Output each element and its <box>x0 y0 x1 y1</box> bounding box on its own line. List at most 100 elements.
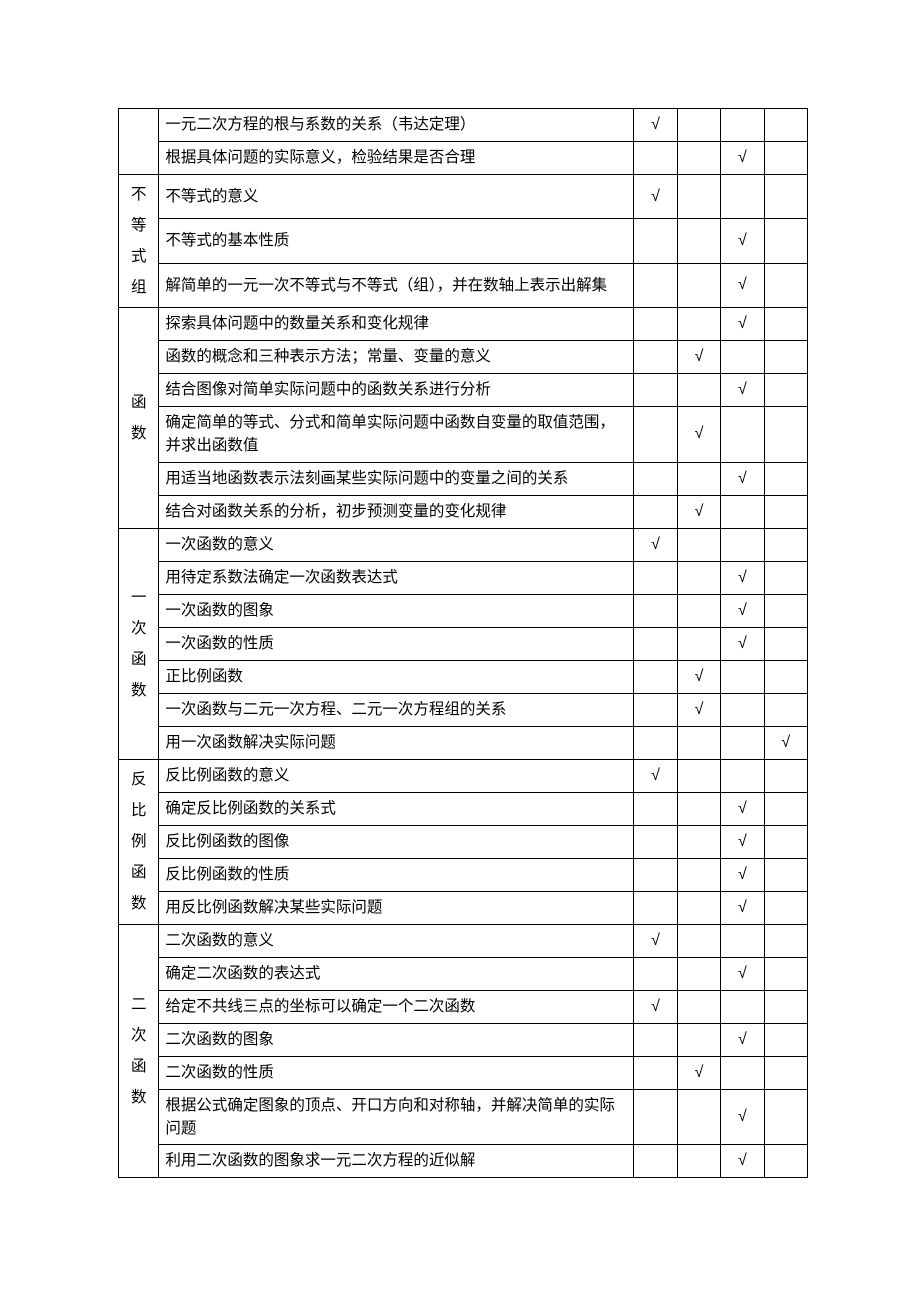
check-cell <box>677 759 720 792</box>
description-cell: 二次函数的图象 <box>159 1023 634 1056</box>
check-cell <box>764 792 807 825</box>
check-cell <box>634 341 677 374</box>
check-cell <box>764 660 807 693</box>
check-cell <box>764 374 807 407</box>
table-row: 函数的概念和三种表示方法；常量、变量的意义√ <box>119 341 808 374</box>
check-cell <box>764 462 807 495</box>
table-row: 二次函数的图象√ <box>119 1023 808 1056</box>
description-cell: 利用二次函数的图象求一元二次方程的近似解 <box>159 1145 634 1178</box>
check-cell <box>764 109 807 142</box>
check-cell: √ <box>721 462 764 495</box>
check-cell <box>764 407 807 463</box>
check-cell <box>677 792 720 825</box>
check-cell <box>764 1056 807 1089</box>
check-cell <box>764 341 807 374</box>
check-cell <box>634 1056 677 1089</box>
check-cell <box>677 142 720 175</box>
check-cell <box>677 924 720 957</box>
check-cell: √ <box>677 660 720 693</box>
check-cell <box>764 175 807 219</box>
table-row: 反比例函数的图像 √ <box>119 825 808 858</box>
check-cell: √ <box>634 990 677 1023</box>
check-cell: √ <box>721 957 764 990</box>
check-cell <box>764 594 807 627</box>
check-cell <box>677 1023 720 1056</box>
check-cell <box>677 175 720 219</box>
check-cell <box>634 462 677 495</box>
check-cell <box>721 726 764 759</box>
check-cell <box>677 462 720 495</box>
check-cell <box>634 594 677 627</box>
check-cell: √ <box>764 726 807 759</box>
check-cell: √ <box>677 1056 720 1089</box>
check-cell <box>721 109 764 142</box>
check-cell <box>634 693 677 726</box>
table-row: 结合对函数关系的分析，初步预测变量的变化规律√ <box>119 495 808 528</box>
check-cell: √ <box>634 175 677 219</box>
description-cell: 确定反比例函数的关系式 <box>159 792 634 825</box>
check-cell <box>764 1089 807 1145</box>
description-cell: 根据公式确定图象的顶点、开口方向和对称轴，并解决简单的实际问题 <box>159 1089 634 1145</box>
table-row: 根据公式确定图象的顶点、开口方向和对称轴，并解决简单的实际问题√ <box>119 1089 808 1145</box>
check-cell: √ <box>721 561 764 594</box>
description-cell: 确定二次函数的表达式 <box>159 957 634 990</box>
check-cell: √ <box>721 263 764 307</box>
check-cell <box>721 759 764 792</box>
check-cell <box>764 1023 807 1056</box>
check-cell <box>677 957 720 990</box>
table-row: 解简单的一元一次不等式与不等式（组），并在数轴上表示出解集 √ <box>119 263 808 307</box>
table-row: 用适当地函数表示法刻画某些实际问题中的变量之间的关系√ <box>119 462 808 495</box>
check-cell <box>721 407 764 463</box>
check-cell <box>677 561 720 594</box>
category-cell: 二次函数 <box>119 924 159 1178</box>
check-cell <box>677 825 720 858</box>
description-cell: 结合对函数关系的分析，初步预测变量的变化规律 <box>159 495 634 528</box>
check-cell <box>764 495 807 528</box>
check-cell <box>634 1023 677 1056</box>
check-cell <box>764 142 807 175</box>
check-cell <box>721 660 764 693</box>
check-cell <box>634 1089 677 1145</box>
table-row: 二次函数的性质√ <box>119 1056 808 1089</box>
check-cell: √ <box>721 825 764 858</box>
check-cell <box>634 1145 677 1178</box>
table-row: 确定二次函数的表达式 √ <box>119 957 808 990</box>
category-label: 二次函数 <box>131 989 147 1113</box>
description-cell: 正比例函数 <box>159 660 634 693</box>
page-container: 一元二次方程的根与系数的关系（韦达定理）√根据具体问题的实际意义，检验结果是否合… <box>0 0 920 1302</box>
check-cell <box>721 693 764 726</box>
category-label: 一次函数 <box>131 582 147 706</box>
description-cell: 结合图像对简单实际问题中的函数关系进行分析 <box>159 374 634 407</box>
check-cell <box>764 528 807 561</box>
check-cell <box>677 219 720 263</box>
check-cell <box>634 495 677 528</box>
check-cell: √ <box>721 219 764 263</box>
check-cell: √ <box>634 109 677 142</box>
check-cell <box>764 924 807 957</box>
check-cell <box>634 858 677 891</box>
check-cell <box>721 341 764 374</box>
category-label: 反比例函数 <box>131 764 147 919</box>
description-cell: 探索具体问题中的数量关系和变化规律 <box>159 308 634 341</box>
check-cell <box>677 528 720 561</box>
description-cell: 不等式的意义 <box>159 175 634 219</box>
check-cell <box>677 891 720 924</box>
table-row: 用一次函数解决实际问题√ <box>119 726 808 759</box>
check-cell <box>677 1089 720 1145</box>
check-cell <box>764 263 807 307</box>
table-row: 函数探索具体问题中的数量关系和变化规律√ <box>119 308 808 341</box>
check-cell <box>677 374 720 407</box>
check-cell <box>634 561 677 594</box>
table-row: 反比例函数反比例函数的意义√ <box>119 759 808 792</box>
check-cell <box>634 219 677 263</box>
check-cell <box>634 263 677 307</box>
description-cell: 解简单的一元一次不等式与不等式（组），并在数轴上表示出解集 <box>159 263 634 307</box>
check-cell <box>764 957 807 990</box>
description-cell: 反比例函数的图像 <box>159 825 634 858</box>
description-cell: 函数的概念和三种表示方法；常量、变量的意义 <box>159 341 634 374</box>
check-cell <box>721 1056 764 1089</box>
description-cell: 一次函数的图象 <box>159 594 634 627</box>
check-cell: √ <box>634 759 677 792</box>
description-cell: 确定简单的等式、分式和简单实际问题中函数自变量的取值范围，并求出函数值 <box>159 407 634 463</box>
description-cell: 用待定系数法确定一次函数表达式 <box>159 561 634 594</box>
